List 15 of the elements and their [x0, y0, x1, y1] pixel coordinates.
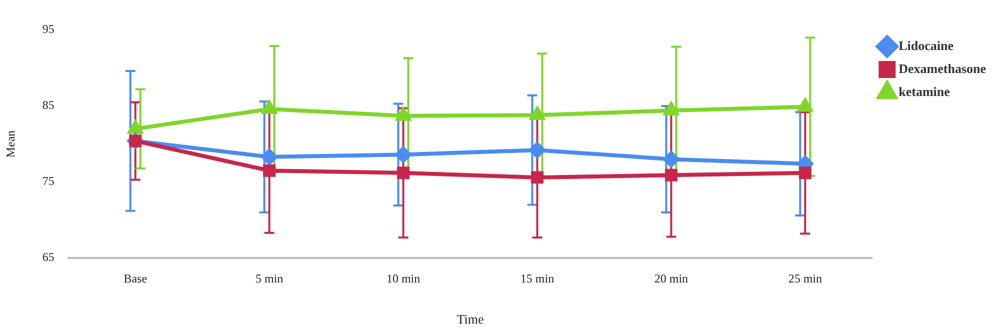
y-tick-label: 85 — [42, 98, 54, 112]
y-tick-label: 75 — [42, 174, 54, 188]
y-tick-label: 95 — [42, 22, 54, 36]
x-tick-label: 5 min — [255, 271, 284, 286]
legend-label: Lidocaine — [898, 38, 954, 53]
x-tick-label: 15 min — [520, 271, 554, 286]
legend-label: Dexamethasone — [898, 60, 986, 76]
x-tick-label: 20 min — [654, 271, 688, 286]
y-axis-title: Mean — [3, 130, 18, 158]
x-tick-label: 25 min — [788, 271, 822, 286]
legend-label: ketamine — [898, 84, 950, 99]
x-tick-label: Base — [124, 271, 148, 286]
y-tick-label: 65 — [42, 250, 54, 264]
x-axis-title: Time — [456, 312, 484, 327]
x-tick-label: 10 min — [386, 271, 420, 286]
